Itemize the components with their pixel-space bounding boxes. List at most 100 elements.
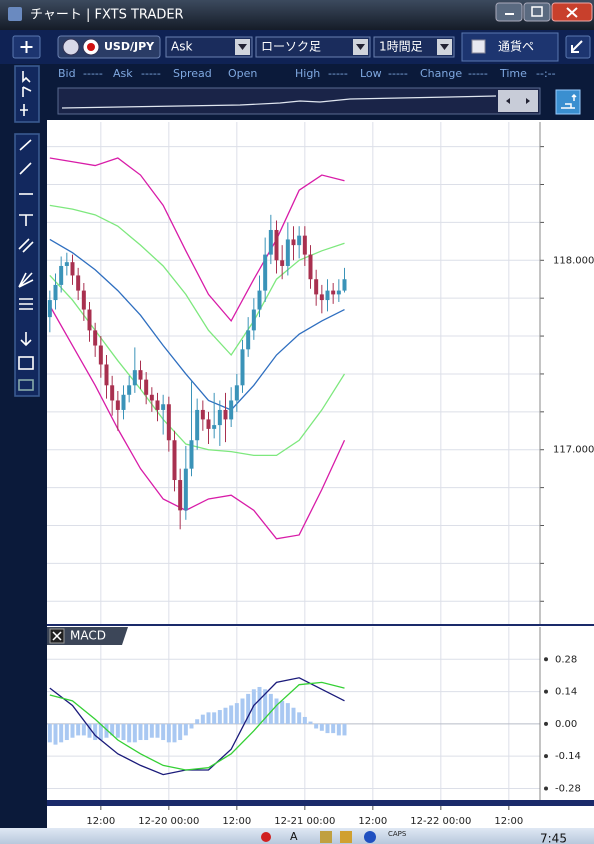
- candle-body: [76, 275, 81, 291]
- quote-value: -----: [83, 67, 103, 80]
- timeframe: 1時間足: [379, 40, 423, 54]
- plot-layer: 12:00 12-20 00:00 12:00 12-21 00:00 12:00 12-…: [47, 122, 594, 827]
- minimize-button[interactable]: [495, 2, 523, 22]
- candle-body: [93, 330, 98, 346]
- quote-value: -----: [141, 67, 161, 80]
- tray-icon[interactable]: [320, 831, 332, 843]
- list-tool[interactable]: [18, 356, 34, 370]
- candle-body: [104, 364, 109, 386]
- detach-button[interactable]: [565, 35, 591, 59]
- candle-body: [189, 440, 194, 469]
- quote-label: High: [295, 67, 320, 80]
- help-icon[interactable]: [364, 831, 376, 843]
- candle-body: [110, 385, 115, 401]
- candle-body: [274, 229, 279, 261]
- download-tool[interactable]: [20, 332, 32, 347]
- line-tool[interactable]: [19, 162, 32, 175]
- histogram-bar: [314, 723, 319, 729]
- vertical-tool[interactable]: [19, 214, 33, 226]
- arrow-icon: [440, 44, 449, 50]
- price-type-dropdown[interactable]: [165, 36, 253, 58]
- clock: 7:45: [540, 832, 567, 844]
- y-tick-label: 0.00: [555, 719, 577, 730]
- hand-tool[interactable]: [20, 104, 28, 116]
- chart-style-dropdown[interactable]: [255, 36, 371, 58]
- maximize-button[interactable]: [523, 2, 551, 22]
- navigator-scroll[interactable]: [498, 90, 538, 112]
- candle-body: [251, 309, 256, 331]
- macd-line: [49, 681, 345, 771]
- macd-tab: [47, 627, 128, 645]
- pair-checkbox[interactable]: [471, 39, 486, 54]
- histogram-bar: [331, 723, 336, 734]
- quote-label: Ask: [113, 67, 133, 80]
- candle-body: [206, 419, 211, 429]
- maximize-icon: [531, 6, 543, 17]
- quote-label: Bid: [58, 67, 76, 80]
- histogram-bar: [189, 723, 194, 729]
- candle-body: [331, 290, 336, 295]
- tool-column: [14, 65, 40, 397]
- candle-body: [229, 400, 234, 420]
- ime-indicator: A: [290, 830, 298, 843]
- histogram-bar: [127, 723, 132, 743]
- trend-tool[interactable]: [19, 139, 32, 151]
- x-tick-label: 12:00: [222, 816, 251, 827]
- arrow-icon: [356, 44, 365, 50]
- quote-value: --:--: [536, 67, 556, 80]
- fibo-tool[interactable]: [19, 298, 33, 310]
- app-icon: [8, 7, 22, 21]
- candle-body: [87, 309, 92, 331]
- tray-icon[interactable]: [261, 832, 271, 842]
- histogram-bar: [53, 723, 58, 745]
- histogram-bar: [104, 723, 109, 738]
- histogram-bar: [274, 698, 279, 724]
- candle-body: [263, 254, 268, 291]
- candle-body: [308, 254, 313, 280]
- pointer-tools: [14, 65, 40, 123]
- minimize-icon: [505, 13, 514, 15]
- candle-body: [155, 400, 160, 410]
- window-title: チャート | FXTS TRADER: [30, 8, 184, 23]
- histogram-bar: [268, 693, 273, 724]
- histogram-bar: [76, 723, 81, 736]
- histogram-bar: [342, 723, 347, 736]
- navigator-button[interactable]: [555, 89, 581, 115]
- candle-body: [240, 349, 245, 386]
- close-icon: [566, 7, 578, 18]
- title-bar: [0, 0, 594, 30]
- y-tick-label: -0.28: [555, 783, 581, 794]
- candle-body: [70, 262, 75, 276]
- tray-icon[interactable]: [340, 831, 352, 843]
- histogram-bar: [161, 723, 166, 741]
- symbol-selector[interactable]: [57, 35, 161, 59]
- histogram-bar: [325, 723, 330, 734]
- histogram-bar: [308, 721, 313, 724]
- histogram-bar: [110, 723, 115, 736]
- x-tick-label: 12-20 00:00: [138, 816, 199, 827]
- timeframe-dropdown[interactable]: [373, 36, 455, 58]
- candle-body: [325, 290, 330, 301]
- histogram-bar: [172, 723, 177, 743]
- candle-body: [234, 385, 239, 401]
- pointer-tool[interactable]: [22, 71, 31, 83]
- candle-body: [166, 404, 171, 441]
- quote-label: Spread: [173, 67, 212, 80]
- fan-tool[interactable]: [18, 272, 34, 288]
- y-tick: [544, 689, 548, 694]
- histogram-bar: [132, 723, 137, 743]
- channel-tool[interactable]: [18, 238, 34, 253]
- select-tool[interactable]: [22, 86, 32, 97]
- chart-style: ローソク足: [261, 40, 321, 54]
- navigator-line: [61, 95, 497, 109]
- camera-tool[interactable]: [18, 379, 34, 391]
- histogram-bar: [263, 689, 268, 724]
- candle-body: [285, 239, 290, 266]
- add-icon: [20, 41, 33, 53]
- candle-body: [64, 262, 69, 266]
- histogram-bar: [200, 714, 205, 724]
- quote-value: -----: [388, 67, 408, 80]
- detach-icon: [571, 40, 583, 53]
- histogram-bar: [166, 723, 171, 743]
- histogram-bar: [149, 723, 154, 738]
